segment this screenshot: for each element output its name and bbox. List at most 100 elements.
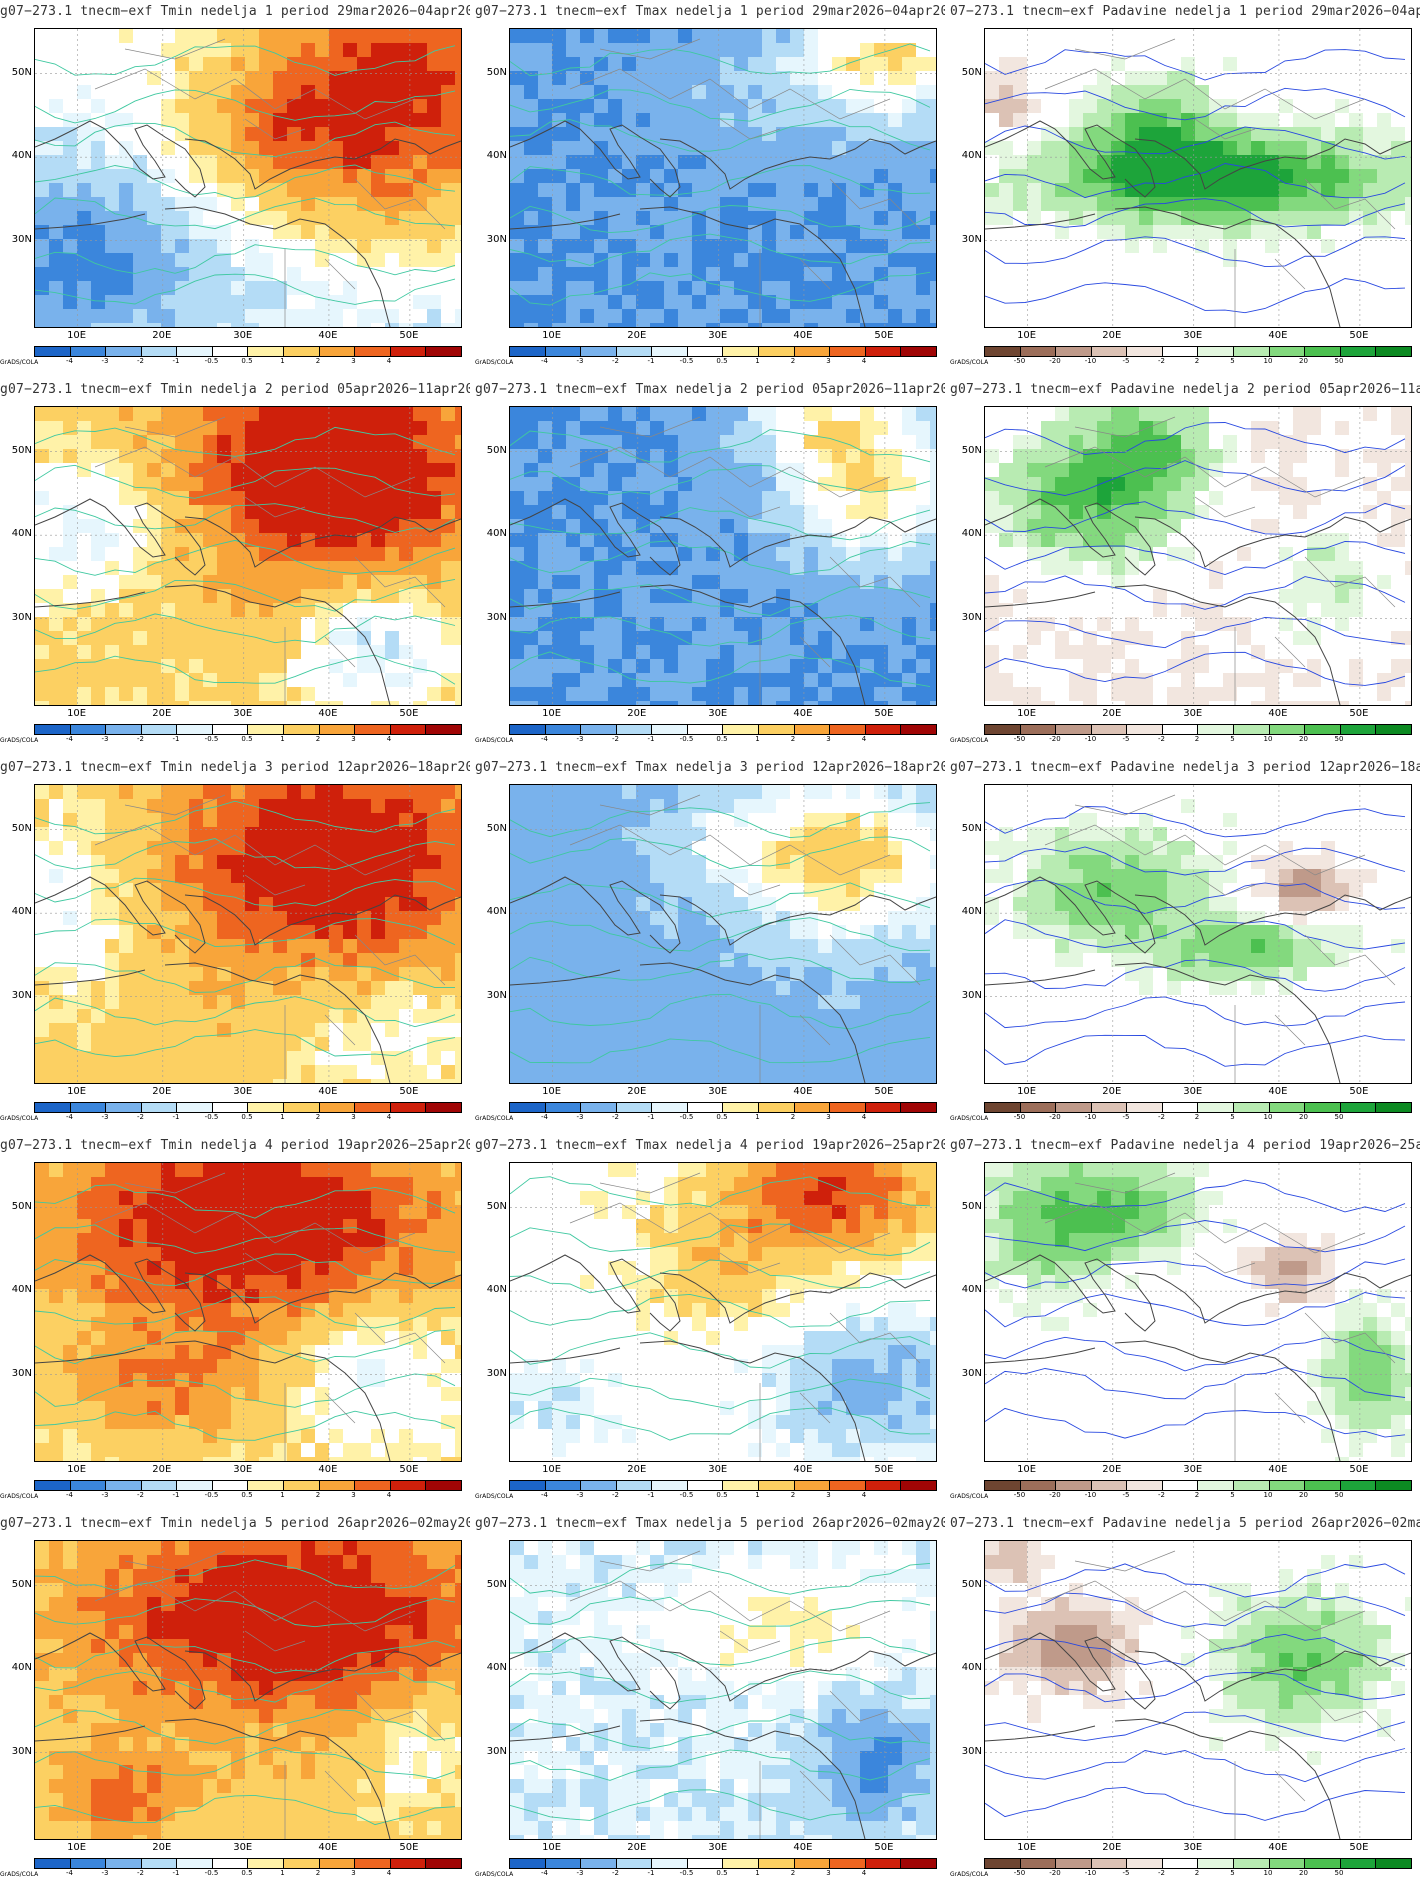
map-panel: g07−273.1 tnecm−exf Tmax nedelja 3 perio… bbox=[475, 756, 945, 1132]
longitude-label: 30E bbox=[1183, 1086, 1203, 1097]
colorbar-tick-label: -2 bbox=[612, 1869, 619, 1877]
colorbar-labels: -4 -3 -2 -1 -0.5 0.5 1 2 3 4 bbox=[509, 1491, 935, 1501]
longitude-label: 10E bbox=[1017, 1842, 1037, 1853]
latitude-label: 40N bbox=[486, 1662, 507, 1674]
longitude-label: 20E bbox=[152, 1842, 172, 1853]
latitude-label: 40N bbox=[961, 906, 982, 918]
colorbar-tick-label: 20 bbox=[1299, 735, 1308, 743]
colorbar-tick-label: 50 bbox=[1334, 735, 1344, 743]
colorbar-tick-label: 0.5 bbox=[716, 1491, 728, 1499]
grads-label: GrADS/COLA bbox=[0, 359, 39, 366]
colorbar-tick-label: -4 bbox=[65, 735, 73, 743]
colorbar-labels: -4 -3 -2 -1 -0.5 0.5 1 2 3 4 bbox=[34, 735, 460, 745]
colorbar-labels: -50 -20 -10 -5 -2 2 5 10 20 50 bbox=[984, 1869, 1410, 1879]
latitude-label: 30N bbox=[486, 1745, 507, 1757]
longitude-label: 40E bbox=[793, 1086, 813, 1097]
longitude-label: 10E bbox=[1017, 708, 1037, 719]
colorbar-tick-label: -1 bbox=[172, 357, 180, 365]
longitude-label: 40E bbox=[318, 1086, 338, 1097]
map-panel: g07−273.1 tnecm−exf Tmin nedelja 4 perio… bbox=[0, 1134, 470, 1510]
grads-label: GrADS/COLA bbox=[475, 1115, 514, 1122]
colorbar-tick-label: 4 bbox=[386, 735, 392, 743]
colorbar-tick-label: 1 bbox=[280, 1491, 285, 1499]
map-area bbox=[984, 1540, 1412, 1840]
latitude-label: 50N bbox=[486, 822, 507, 834]
colorbar-tick-label: -5 bbox=[1122, 357, 1130, 365]
longitude-label: 50E bbox=[399, 1086, 419, 1097]
latitude-label: 30N bbox=[486, 989, 507, 1001]
panel-title: g07−273.1 tnecm−exf Tmin nedelja 1 perio… bbox=[0, 4, 470, 19]
colorbar bbox=[34, 724, 462, 735]
colorbar-tick-label: -20 bbox=[1049, 1491, 1061, 1499]
colorbar-tick-label: 0.5 bbox=[241, 357, 253, 365]
colorbar-tick-label: 3 bbox=[826, 357, 831, 365]
map-panel: g07−273.1 tnecm−exf Padavine nedelja 4 p… bbox=[950, 1134, 1420, 1510]
longitude-label: 10E bbox=[1017, 1086, 1037, 1097]
panel-title: g07−273.1 tnecm−exf Padavine nedelja 4 p… bbox=[950, 1138, 1420, 1153]
colorbar-labels: -50 -20 -10 -5 -2 2 5 10 20 50 bbox=[984, 357, 1410, 367]
colorbar-tick-label: 4 bbox=[386, 1869, 392, 1877]
colorbar-tick-label: -4 bbox=[540, 1113, 548, 1121]
colorbar-tick-label: 50 bbox=[1334, 357, 1344, 365]
latitude-label: 40N bbox=[11, 150, 32, 162]
longitude-label: 20E bbox=[1102, 1086, 1122, 1097]
colorbar-tick-label: -3 bbox=[576, 735, 584, 743]
longitude-label: 30E bbox=[1183, 708, 1203, 719]
latitude-label: 40N bbox=[486, 906, 507, 918]
colorbar-labels: -4 -3 -2 -1 -0.5 0.5 1 2 3 4 bbox=[34, 1869, 460, 1879]
longitude-label: 10E bbox=[1017, 330, 1037, 341]
longitude-label: 10E bbox=[67, 1086, 87, 1097]
colorbar-tick-label: 3 bbox=[826, 735, 831, 743]
colorbar-tick-label: -10 bbox=[1084, 1869, 1097, 1877]
colorbar-tick-label: -4 bbox=[540, 1491, 548, 1499]
longitude-label: 30E bbox=[233, 708, 253, 719]
anomaly-field bbox=[985, 29, 1411, 327]
colorbar-tick-label: -2 bbox=[612, 735, 619, 743]
latitude-label: 50N bbox=[11, 1200, 32, 1212]
longitude-label: 10E bbox=[1017, 1464, 1037, 1475]
anomaly-field bbox=[985, 785, 1411, 1083]
anomaly-field bbox=[35, 1163, 461, 1461]
longitude-label: 20E bbox=[1102, 330, 1122, 341]
grads-label: GrADS/COLA bbox=[475, 737, 514, 744]
longitude-label: 40E bbox=[793, 1464, 813, 1475]
latitude-label: 30N bbox=[11, 989, 32, 1001]
colorbar-tick-label: -10 bbox=[1084, 1113, 1097, 1121]
latitude-label: 50N bbox=[486, 444, 507, 456]
colorbar-tick-label: 2 bbox=[1194, 735, 1200, 743]
colorbar-tick-label: -4 bbox=[540, 357, 548, 365]
colorbar-tick-label: -50 bbox=[1013, 1113, 1026, 1121]
panel-title: g07−273.1 tnecm−exf Tmin nedelja 2 perio… bbox=[0, 382, 470, 397]
colorbar-tick-label: 1 bbox=[280, 1113, 285, 1121]
colorbar-tick-label: -10 bbox=[1084, 1491, 1097, 1499]
latitude-label: 50N bbox=[961, 444, 982, 456]
longitude-label: 10E bbox=[67, 708, 87, 719]
colorbar-tick-label: -1 bbox=[647, 1113, 655, 1121]
colorbar-tick-label: -4 bbox=[65, 357, 73, 365]
colorbar-tick-label: -10 bbox=[1084, 735, 1097, 743]
grads-label: GrADS/COLA bbox=[0, 1871, 39, 1878]
grads-label: GrADS/COLA bbox=[475, 1871, 514, 1878]
latitude-label: 40N bbox=[11, 906, 32, 918]
colorbar-tick-label: 2 bbox=[315, 357, 321, 365]
map-area bbox=[984, 28, 1412, 328]
longitude-label: 40E bbox=[318, 1464, 338, 1475]
colorbar-labels: -50 -20 -10 -5 -2 2 5 10 20 50 bbox=[984, 1491, 1410, 1501]
colorbar-tick-label: 10 bbox=[1263, 357, 1273, 365]
colorbar-tick-label: -1 bbox=[172, 1869, 180, 1877]
colorbar-tick-label: -2 bbox=[1158, 1113, 1165, 1121]
colorbar-tick-label: -20 bbox=[1049, 1869, 1061, 1877]
colorbar-tick-label: 4 bbox=[861, 1869, 867, 1877]
latitude-label: 50N bbox=[486, 66, 507, 78]
colorbar-labels: -50 -20 -10 -5 -2 2 5 10 20 50 bbox=[984, 1113, 1410, 1123]
map-panel: g07−273.1 tnecm−exf Tmax nedelja 2 perio… bbox=[475, 378, 945, 754]
colorbar bbox=[34, 1102, 462, 1113]
anomaly-field bbox=[985, 1541, 1411, 1839]
colorbar-tick-label: -2 bbox=[137, 357, 144, 365]
colorbar-labels: -4 -3 -2 -1 -0.5 0.5 1 2 3 4 bbox=[34, 1113, 460, 1123]
colorbar-tick-label: -4 bbox=[65, 1869, 73, 1877]
colorbar-tick-label: 2 bbox=[315, 1491, 321, 1499]
longitude-label: 30E bbox=[708, 1464, 728, 1475]
colorbar bbox=[509, 1858, 937, 1869]
colorbar-tick-label: 4 bbox=[861, 1113, 867, 1121]
